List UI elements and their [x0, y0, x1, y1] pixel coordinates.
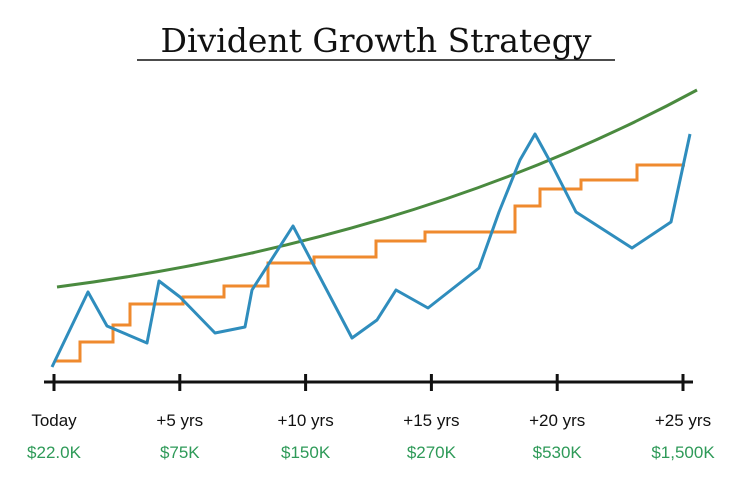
- milestone-value: $75K: [160, 443, 200, 462]
- tick-label: +5 yrs: [156, 411, 203, 430]
- dividend-steps: [55, 163, 685, 363]
- tick-label: +15 yrs: [403, 411, 459, 430]
- milestone-value: $150K: [281, 443, 331, 462]
- tick-label: +10 yrs: [277, 411, 333, 430]
- tick-label: +25 yrs: [655, 411, 711, 430]
- growth-curve: [56, 88, 698, 289]
- milestone-value: $530K: [533, 443, 583, 462]
- price-line: [50, 132, 692, 368]
- milestone-value: $270K: [407, 443, 457, 462]
- milestone-value: $1,500K: [651, 443, 715, 462]
- milestone-value: $22.0K: [27, 443, 82, 462]
- tick-label: Today: [31, 411, 77, 430]
- tick-label: +20 yrs: [529, 411, 585, 430]
- title: Divident Growth Strategy: [161, 21, 592, 60]
- milestones: Today $22.0K +5 yrs $75K +10 yrs $150K +15 yrs…: [27, 374, 715, 462]
